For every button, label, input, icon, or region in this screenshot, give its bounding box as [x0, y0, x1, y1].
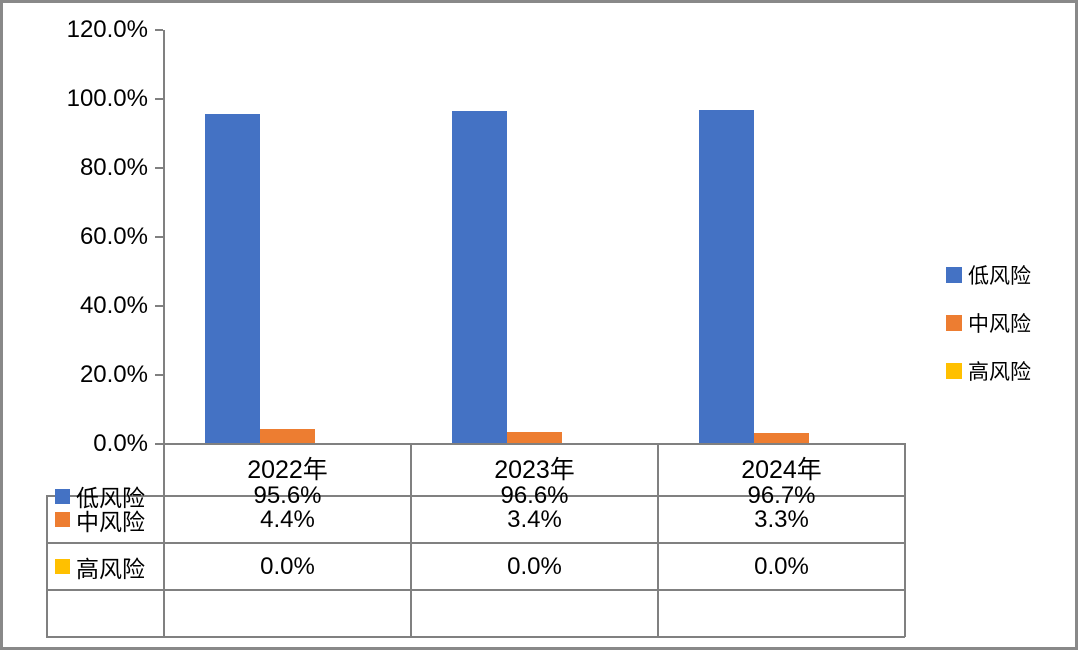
- table-cell: 96.7%: [747, 482, 816, 509]
- table-bottom-border: [46, 636, 905, 638]
- y-axis-tick-mark: [155, 236, 163, 238]
- series-name: 低风险: [76, 486, 145, 511]
- series-name: 高风险: [76, 556, 145, 582]
- y-axis-tick-mark: [155, 443, 163, 445]
- bar-series-0-cat-2: [699, 110, 754, 444]
- table-cell: 0.0%: [754, 552, 809, 580]
- legend-swatch-icon: [946, 315, 962, 331]
- bar-series-0-cat-1: [452, 110, 507, 444]
- table-cell: 95.6%: [253, 482, 322, 509]
- x-axis-baseline: [164, 443, 905, 445]
- legend-label: 中风险: [968, 312, 1031, 336]
- table-left-border: [46, 495, 48, 637]
- legend-label: 高风险: [968, 360, 1031, 384]
- y-axis-tick-mark: [155, 374, 163, 376]
- table-row-divider: [46, 589, 905, 591]
- table-cell: 4.4%: [260, 505, 315, 533]
- y-axis-tick-label: 40.0%: [79, 292, 148, 319]
- legend-item: 低风险: [946, 263, 1031, 288]
- table-row-label: 低风险: [55, 481, 145, 511]
- y-axis-tick-label: 0.0%: [93, 430, 148, 457]
- table-column-divider: [657, 443, 659, 637]
- y-axis-tick-label: 120.0%: [66, 16, 148, 43]
- table-row-label: 高风险: [55, 552, 145, 582]
- y-axis-tick-mark: [155, 305, 163, 307]
- series-swatch-icon: [55, 512, 70, 527]
- y-axis-tick-mark: [155, 98, 163, 100]
- legend-label: 低风险: [968, 264, 1031, 288]
- y-axis-line: [163, 30, 165, 637]
- table-column-divider: [410, 443, 412, 637]
- bar-series-0-cat-0: [205, 114, 260, 444]
- series-name: 中风险: [76, 509, 145, 535]
- bar-series-1-cat-2: [754, 432, 809, 444]
- y-axis-tick-label: 80.0%: [79, 154, 148, 181]
- table-right-border: [904, 443, 906, 637]
- y-axis-tick-label: 60.0%: [79, 223, 148, 250]
- table-cell: 3.3%: [754, 505, 809, 533]
- y-axis-tick-label: 20.0%: [79, 361, 148, 388]
- table-cell: 96.6%: [500, 482, 569, 509]
- legend-swatch-icon: [946, 267, 962, 283]
- bar-series-1-cat-1: [507, 432, 562, 444]
- table-category-header: 2022年: [247, 456, 328, 484]
- series-swatch-icon: [55, 488, 70, 504]
- bar-series-1-cat-0: [260, 428, 315, 444]
- y-axis-tick-mark: [155, 29, 163, 31]
- table-cell: 3.4%: [507, 505, 562, 533]
- table-cell: 0.0%: [260, 552, 315, 580]
- y-axis-tick-label: 100.0%: [66, 85, 148, 112]
- legend-swatch-icon: [946, 363, 962, 379]
- y-axis-tick-mark: [155, 167, 163, 169]
- table-row-label: 中风险: [55, 505, 145, 535]
- table-row-divider: [46, 495, 905, 497]
- legend-item: 中风险: [946, 311, 1031, 336]
- legend-item: 高风险: [946, 359, 1031, 384]
- table-category-header: 2024年: [741, 456, 822, 484]
- table-category-header: 2023年: [494, 456, 575, 484]
- table-cell: 0.0%: [507, 552, 562, 580]
- table-row-divider: [46, 542, 905, 544]
- series-swatch-icon: [55, 559, 70, 574]
